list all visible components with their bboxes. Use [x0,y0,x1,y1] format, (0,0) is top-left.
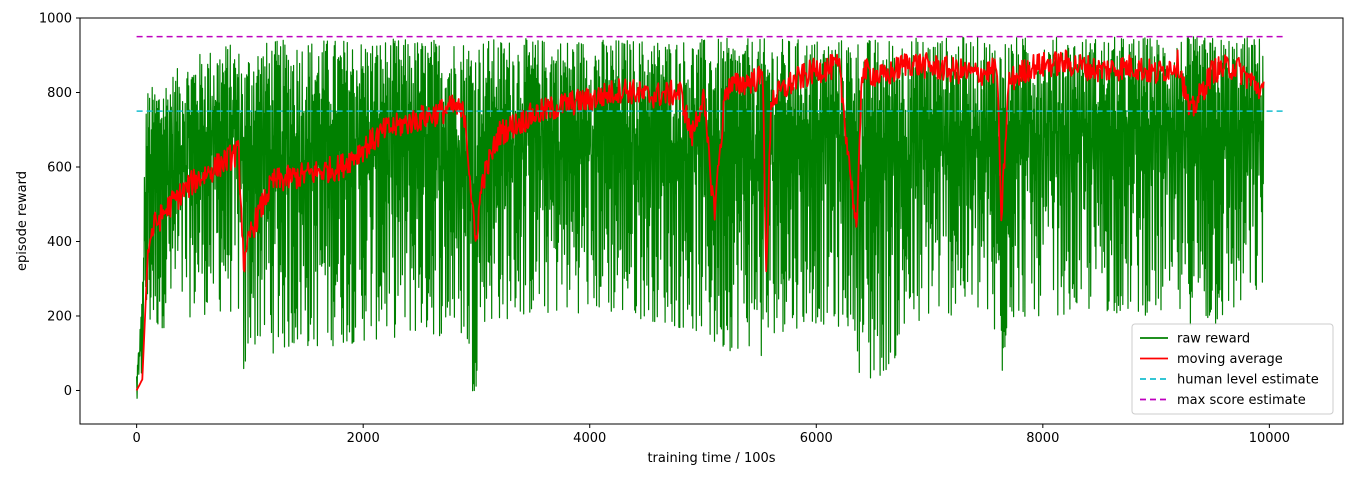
y-axis: 0 200 400 600 800 1000 [39,12,80,399]
legend-label: moving average [1177,352,1283,367]
y-tick-label: 600 [47,160,72,175]
legend-label: human level estimate [1177,373,1319,388]
y-tick-label: 0 [64,384,72,399]
y-tick-label: 1000 [39,12,72,27]
x-axis: 0 2000 4000 6000 8000 10000 [132,424,1290,446]
x-tick-label: 8000 [1026,431,1059,446]
legend-box [1131,323,1334,415]
x-axis-label: training time / 100s [647,451,775,466]
x-tick-label: 10000 [1249,431,1290,446]
legend: raw reward moving average human level esti… [1131,323,1334,415]
x-tick-label: 0 [132,431,140,446]
x-tick-label: 4000 [573,431,606,446]
x-tick-label: 2000 [347,431,380,446]
y-tick-label: 800 [47,86,72,101]
legend-label: raw reward [1177,332,1250,347]
series-line-raw-reward [136,36,1265,399]
series-layer [135,35,1287,399]
series-line-moving-average [135,49,1265,391]
plot-frame [79,17,1344,425]
x-tick-label: 6000 [800,431,833,446]
y-axis-label: episode reward [15,171,30,271]
y-tick-label: 200 [47,309,72,324]
legend-label: max score estimate [1177,393,1306,408]
y-tick-label: 400 [47,235,72,250]
